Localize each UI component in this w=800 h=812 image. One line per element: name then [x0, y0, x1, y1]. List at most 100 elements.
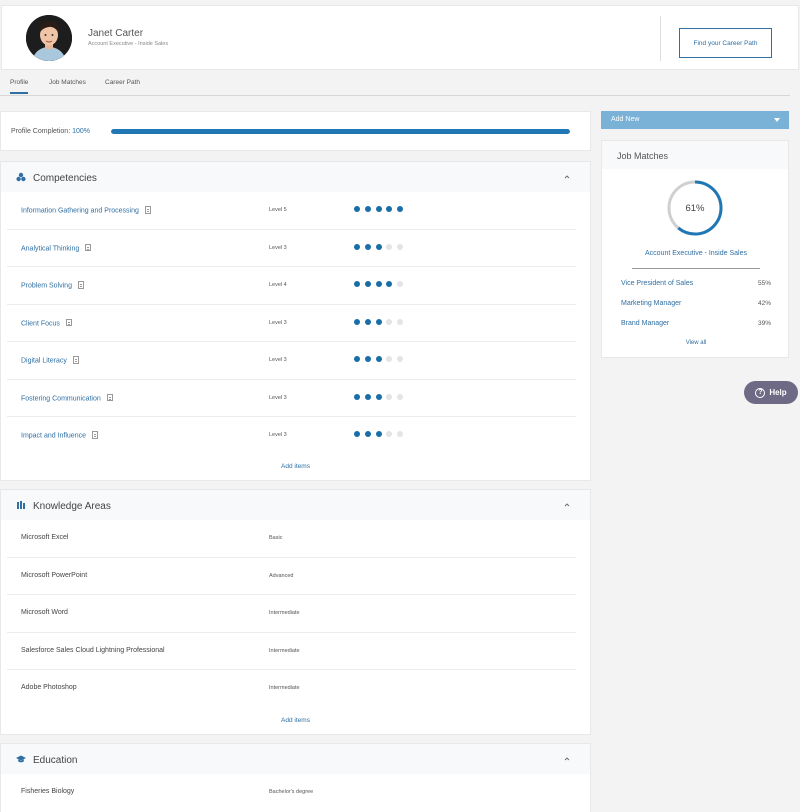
view-all-job-matches-link[interactable]: View all: [685, 340, 707, 346]
row-name[interactable]: Problem Solving: [21, 281, 84, 290]
job-matches-card: Job Matches 61% Account Executive - Insi…: [601, 140, 789, 358]
add-knowledge-button[interactable]: Add items: [281, 717, 310, 724]
level-dots: [354, 243, 404, 250]
help-button[interactable]: ? Help: [744, 381, 798, 404]
knowledge-areas-title: Knowledge Areas: [33, 501, 111, 512]
tab-career-path[interactable]: Career Path: [105, 79, 141, 86]
header-divider: [660, 16, 661, 61]
graduation-cap-icon: [16, 755, 26, 763]
level-dot-filled: [354, 431, 360, 437]
top-match-title[interactable]: Account Executive - Inside Sales: [645, 250, 747, 257]
level-dot-filled: [375, 281, 382, 287]
caret-down-icon: [774, 118, 780, 122]
job-match-title[interactable]: Vice President of Sales: [621, 280, 694, 287]
help-label: Help: [769, 388, 787, 397]
level-dot-filled: [397, 206, 404, 212]
level-dot-filled: [364, 243, 371, 250]
job-match-title[interactable]: Marketing Manager: [621, 300, 682, 307]
row-level: Advanced: [269, 572, 294, 579]
table-row: Microsoft Word Intermediate: [7, 595, 576, 633]
level-dot-empty: [397, 281, 404, 287]
row-level: Bachelor's degree: [269, 789, 314, 795]
level-dot-filled: [354, 281, 360, 287]
question-circle-icon: ?: [755, 387, 766, 398]
job-match-title[interactable]: Brand Manager: [621, 320, 670, 327]
row-name[interactable]: Analytical Thinking: [21, 243, 92, 252]
level-dot-filled: [354, 318, 360, 325]
level-dots: [354, 356, 404, 362]
row-name[interactable]: Digital Literacy: [21, 356, 79, 365]
knowledge-areas-section: Knowledge Areas Microsoft Excel Basic Micr…: [0, 489, 591, 735]
row-name[interactable]: Fostering Communication: [21, 393, 113, 402]
row-level: Level 5: [269, 207, 287, 213]
level-dots: [354, 206, 404, 212]
job-matches-title: Job Matches: [602, 141, 788, 169]
row-level: Basic: [269, 535, 283, 541]
row-name[interactable]: Impact and Influence: [21, 431, 98, 440]
row-name: Microsoft Excel: [21, 534, 68, 541]
level-dot-filled: [386, 206, 393, 212]
table-row: Microsoft PowerPoint Advanced: [7, 558, 576, 595]
row-name: Microsoft PowerPoint: [21, 572, 87, 579]
level-dots: [354, 318, 404, 325]
level-dot-empty: [386, 356, 393, 362]
profile-completion-bar: [111, 129, 570, 134]
profile-card: Janet Carter Account Executive - Inside …: [1, 5, 799, 70]
chevron-up-icon[interactable]: [563, 173, 571, 181]
level-dot-filled: [386, 281, 393, 287]
job-match-item[interactable]: Vice President of Sales 55%: [621, 280, 771, 287]
row-level: Level 3: [269, 394, 287, 401]
level-dot-filled: [364, 281, 371, 287]
row-name-text: Fisheries Biology: [21, 788, 75, 795]
profile-completion-card: Profile Completion: 100%: [0, 111, 591, 151]
job-match-item[interactable]: Brand Manager 39%: [621, 320, 771, 327]
level-dot-filled: [375, 431, 382, 437]
row-name-text: Microsoft Word: [21, 609, 68, 616]
level-dot-empty: [386, 318, 393, 325]
document-icon[interactable]: [72, 356, 79, 364]
avatar-illustration: [26, 15, 72, 61]
table-row: Information Gathering and Processing Leve…: [7, 192, 576, 230]
row-name[interactable]: Information Gathering and Processing: [21, 206, 151, 215]
document-icon[interactable]: [77, 281, 84, 289]
level-dot-filled: [354, 356, 360, 362]
row-name[interactable]: Client Focus: [21, 318, 72, 327]
job-match-percent: 55%: [757, 280, 771, 287]
profile-completion-text: Profile Completion:: [11, 128, 71, 135]
table-row: Problem Solving Level 4: [7, 267, 576, 305]
find-career-path-button[interactable]: Find your Career Path: [679, 28, 772, 58]
document-icon[interactable]: [65, 318, 72, 326]
document-icon[interactable]: [106, 393, 113, 401]
level-dot-empty: [386, 431, 393, 437]
profile-completion-label: Profile Completion: 100%: [11, 128, 90, 135]
add-new-dropdown[interactable]: Add New: [601, 111, 789, 129]
knowledge-areas-header[interactable]: Knowledge Areas: [1, 490, 590, 520]
level-dot-filled: [364, 356, 371, 362]
document-icon[interactable]: [92, 431, 98, 439]
row-name-text: Microsoft Excel: [21, 534, 69, 541]
job-match-percent: 42%: [757, 300, 771, 307]
chevron-up-icon[interactable]: [563, 501, 571, 509]
tab-bar: Profile Job Matches Career Path: [0, 72, 790, 96]
add-new-label: Add New: [611, 116, 640, 123]
row-level: Level 4: [269, 282, 287, 288]
row-name-text: Adobe Photoshop: [21, 684, 77, 691]
job-match-item[interactable]: Marketing Manager 42%: [621, 300, 771, 307]
competencies-header[interactable]: Competencies: [1, 162, 590, 192]
document-icon[interactable]: [85, 243, 92, 251]
row-name: Microsoft Word: [21, 609, 68, 616]
row-level: Level 3: [269, 319, 287, 326]
row-name-text: Problem Solving: [21, 282, 72, 290]
chevron-up-icon[interactable]: [563, 755, 571, 763]
avatar[interactable]: [26, 15, 72, 61]
education-header[interactable]: Education: [1, 744, 590, 774]
row-level: Intermediate: [269, 685, 300, 691]
add-competency-button[interactable]: Add items: [281, 463, 310, 470]
tab-profile[interactable]: Profile: [10, 79, 29, 94]
document-icon[interactable]: [144, 206, 151, 214]
tab-job-matches[interactable]: Job Matches: [49, 79, 86, 86]
level-dot-empty: [397, 243, 404, 250]
row-name-text: Information Gathering and Processing: [21, 207, 139, 215]
books-icon: [17, 501, 25, 509]
table-row: Client Focus Level 3: [7, 305, 576, 342]
